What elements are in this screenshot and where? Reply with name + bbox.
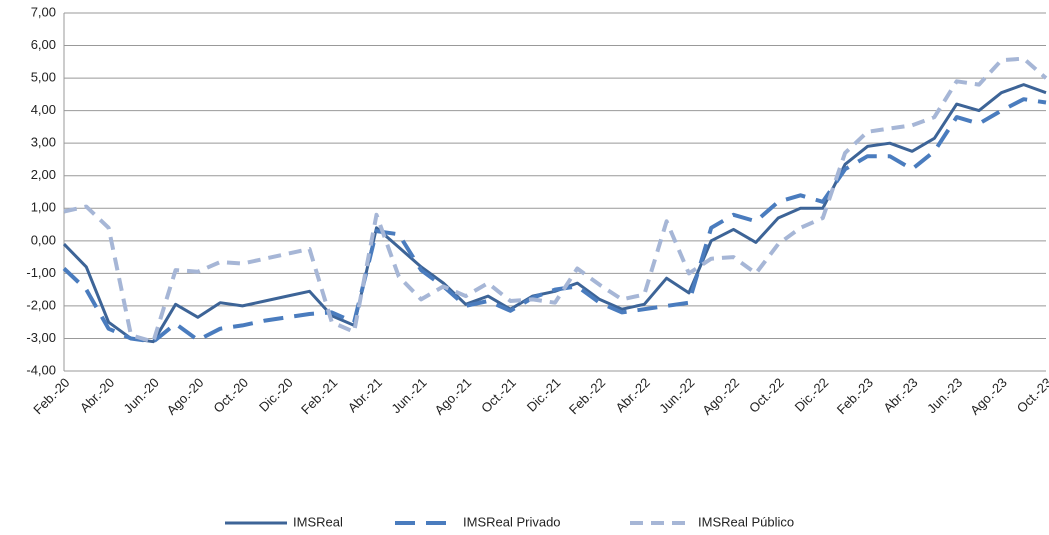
x-tick-label: Abr.-23 xyxy=(880,375,920,415)
x-tick-label: Oct.-20 xyxy=(210,375,251,416)
x-tick-label: Dic.-20 xyxy=(256,375,296,415)
y-tick-label: 3,00 xyxy=(31,135,56,150)
y-tick-label: 4,00 xyxy=(31,102,56,117)
x-tick-label: Feb.-21 xyxy=(298,375,340,417)
legend-label: IMSReal Privado xyxy=(463,514,561,529)
series-line xyxy=(62,97,1047,344)
y-tick-label: 2,00 xyxy=(31,167,56,182)
x-tick-label: Ago.-23 xyxy=(967,375,1010,418)
y-tick-label: -1,00 xyxy=(26,265,56,280)
series-line xyxy=(63,56,1048,344)
x-tick-label: Jun.-20 xyxy=(121,375,162,416)
x-tick-label: Ago.-20 xyxy=(164,375,207,418)
x-tick-label: Abr.-21 xyxy=(345,375,385,415)
x-tick-label: Abr.-22 xyxy=(613,375,653,415)
y-tick-label: 1,00 xyxy=(31,200,56,215)
y-tick-label: 6,00 xyxy=(31,37,56,52)
x-tick-label: Oct.-23 xyxy=(1014,375,1049,416)
y-tick-label: -3,00 xyxy=(26,330,56,345)
x-tick-label: Ago.-21 xyxy=(431,375,474,418)
x-tick-label: Jun.-23 xyxy=(924,375,965,416)
x-tick-label: Dic.-22 xyxy=(792,375,832,415)
x-tick-label: Feb.-22 xyxy=(566,375,608,417)
legend-label: IMSReal Público xyxy=(698,514,794,529)
x-tick-label: Abr.-20 xyxy=(77,375,117,415)
y-tick-label: 0,00 xyxy=(31,232,56,247)
x-tick-label: Ago.-22 xyxy=(699,375,742,418)
y-tick-label: 5,00 xyxy=(31,70,56,85)
x-tick-label: Jun.-22 xyxy=(656,375,697,416)
x-tick-label: Feb.-23 xyxy=(834,375,876,417)
y-tick-label: -2,00 xyxy=(26,297,56,312)
legend-label: IMSReal xyxy=(293,514,343,529)
x-tick-label: Oct.-21 xyxy=(478,375,519,416)
x-tick-label: Dic.-21 xyxy=(524,375,564,415)
x-tick-label: Jun.-21 xyxy=(388,375,429,416)
y-tick-label: -4,00 xyxy=(26,362,56,377)
y-tick-label: 7,00 xyxy=(31,4,56,19)
x-tick-label: Oct.-22 xyxy=(746,375,787,416)
x-tick-label: Feb.-20 xyxy=(30,375,72,417)
